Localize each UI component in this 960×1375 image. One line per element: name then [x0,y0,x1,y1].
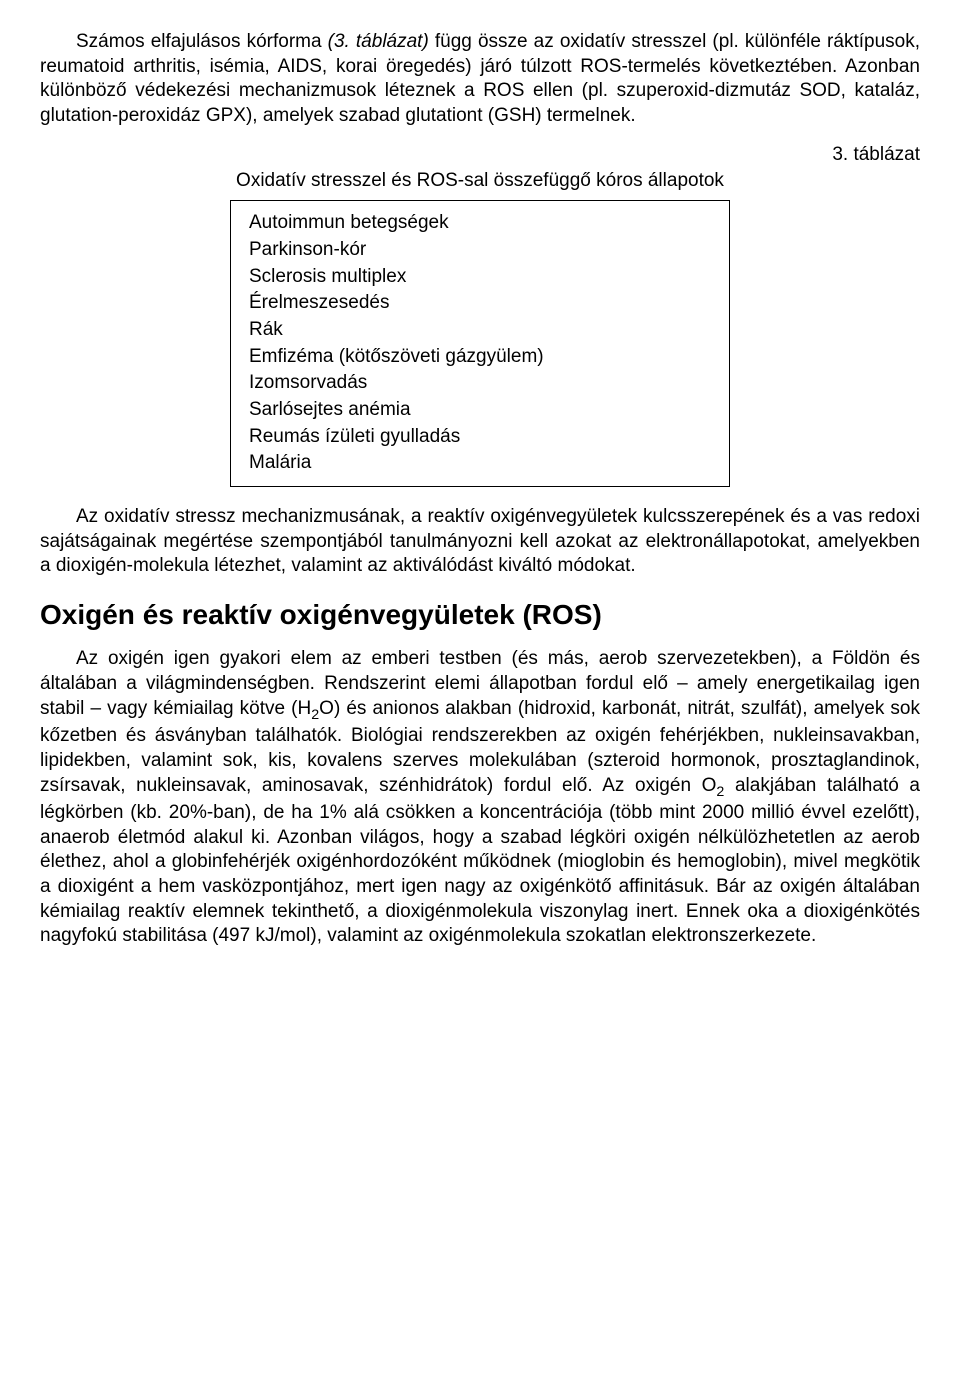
table-label: 3. táblázat [832,143,920,168]
paragraph-mechanism: Az oxidatív stressz mechanizmusának, a r… [40,505,920,579]
list-item: Parkinson-kór [249,238,711,263]
list-item: Sclerosis multiplex [249,265,711,290]
paragraph-oxygen-part3: alakjában található a légkörben (kb. 20%… [40,775,920,947]
list-item: Autoimmun betegségek [249,211,711,236]
list-item: Emfizéma (kötőszöveti gázgyülem) [249,345,711,370]
list-item: Izomsorvadás [249,371,711,396]
table-label-row: 3. táblázat [40,143,920,168]
list-item: Rák [249,318,711,343]
list-item: Érelmeszesedés [249,291,711,316]
table-title: Oxidatív stresszel és ROS-sal összefüggő… [40,169,920,194]
table-box: Autoimmun betegségek Parkinson-kór Scler… [230,200,730,487]
list-item: Malária [249,451,711,476]
paragraph-intro-text: Számos elfajulásos kórforma (3. táblázat… [40,31,920,126]
subscript-h2o: 2 [311,707,319,723]
list-item: Reumás ízületi gyulladás [249,425,711,450]
paragraph-intro: Számos elfajulásos kórforma (3. táblázat… [40,30,920,129]
list-item: Sarlósejtes anémia [249,398,711,423]
table-3: 3. táblázat Oxidatív stresszel és ROS-sa… [40,143,920,487]
paragraph-oxygen: Az oxigén igen gyakori elem az emberi te… [40,647,920,949]
section-heading-oxygen: Oxigén és reaktív oxigénvegyületek (ROS) [40,597,920,633]
